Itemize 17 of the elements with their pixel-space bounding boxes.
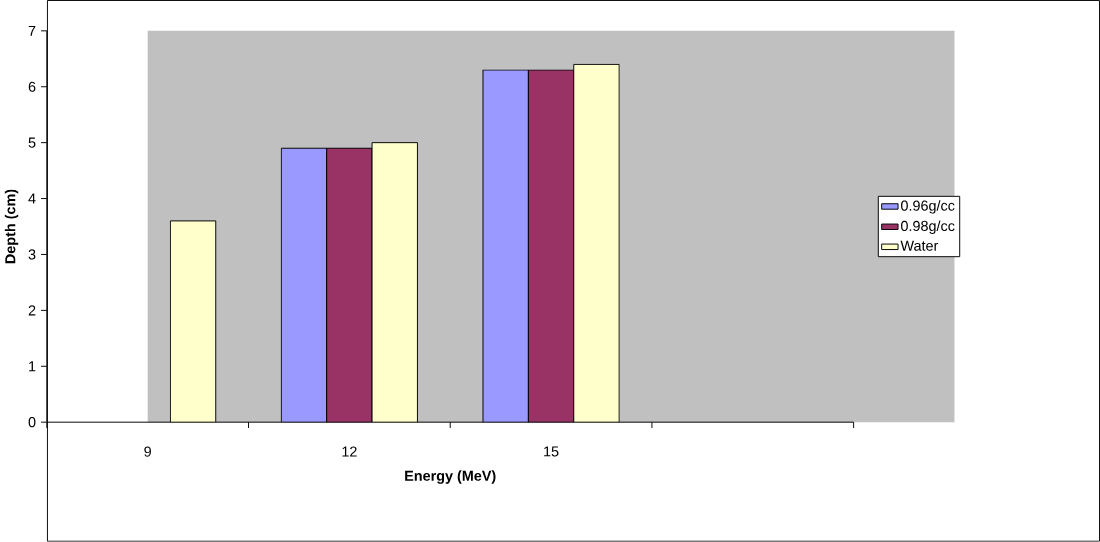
y-tick-label: 4 [28, 193, 36, 204]
legend-label: 0.98g/cc [901, 220, 955, 235]
legend-label: 0.96g/cc [901, 200, 955, 214]
y-tick-label: 7 [28, 26, 36, 36]
y-tick-label: 0 [28, 417, 36, 428]
x-tick-label: 15 [544, 446, 559, 457]
x-tick-label: 9 [144, 446, 151, 457]
bar [169, 220, 217, 423]
legend-label: Water [900, 240, 939, 251]
y-tick-label: 2 [28, 305, 36, 316]
x-tick-label: 12 [342, 446, 357, 457]
y-tick-label: 3 [28, 249, 36, 260]
y-tick-label: 6 [28, 81, 36, 92]
y-tick-label: 5 [28, 137, 36, 148]
x-axis-title: Energy (MeV) [405, 470, 496, 484]
y-axis-title: Depth (cm) [4, 189, 19, 264]
y-tick-label: 1 [29, 361, 36, 372]
